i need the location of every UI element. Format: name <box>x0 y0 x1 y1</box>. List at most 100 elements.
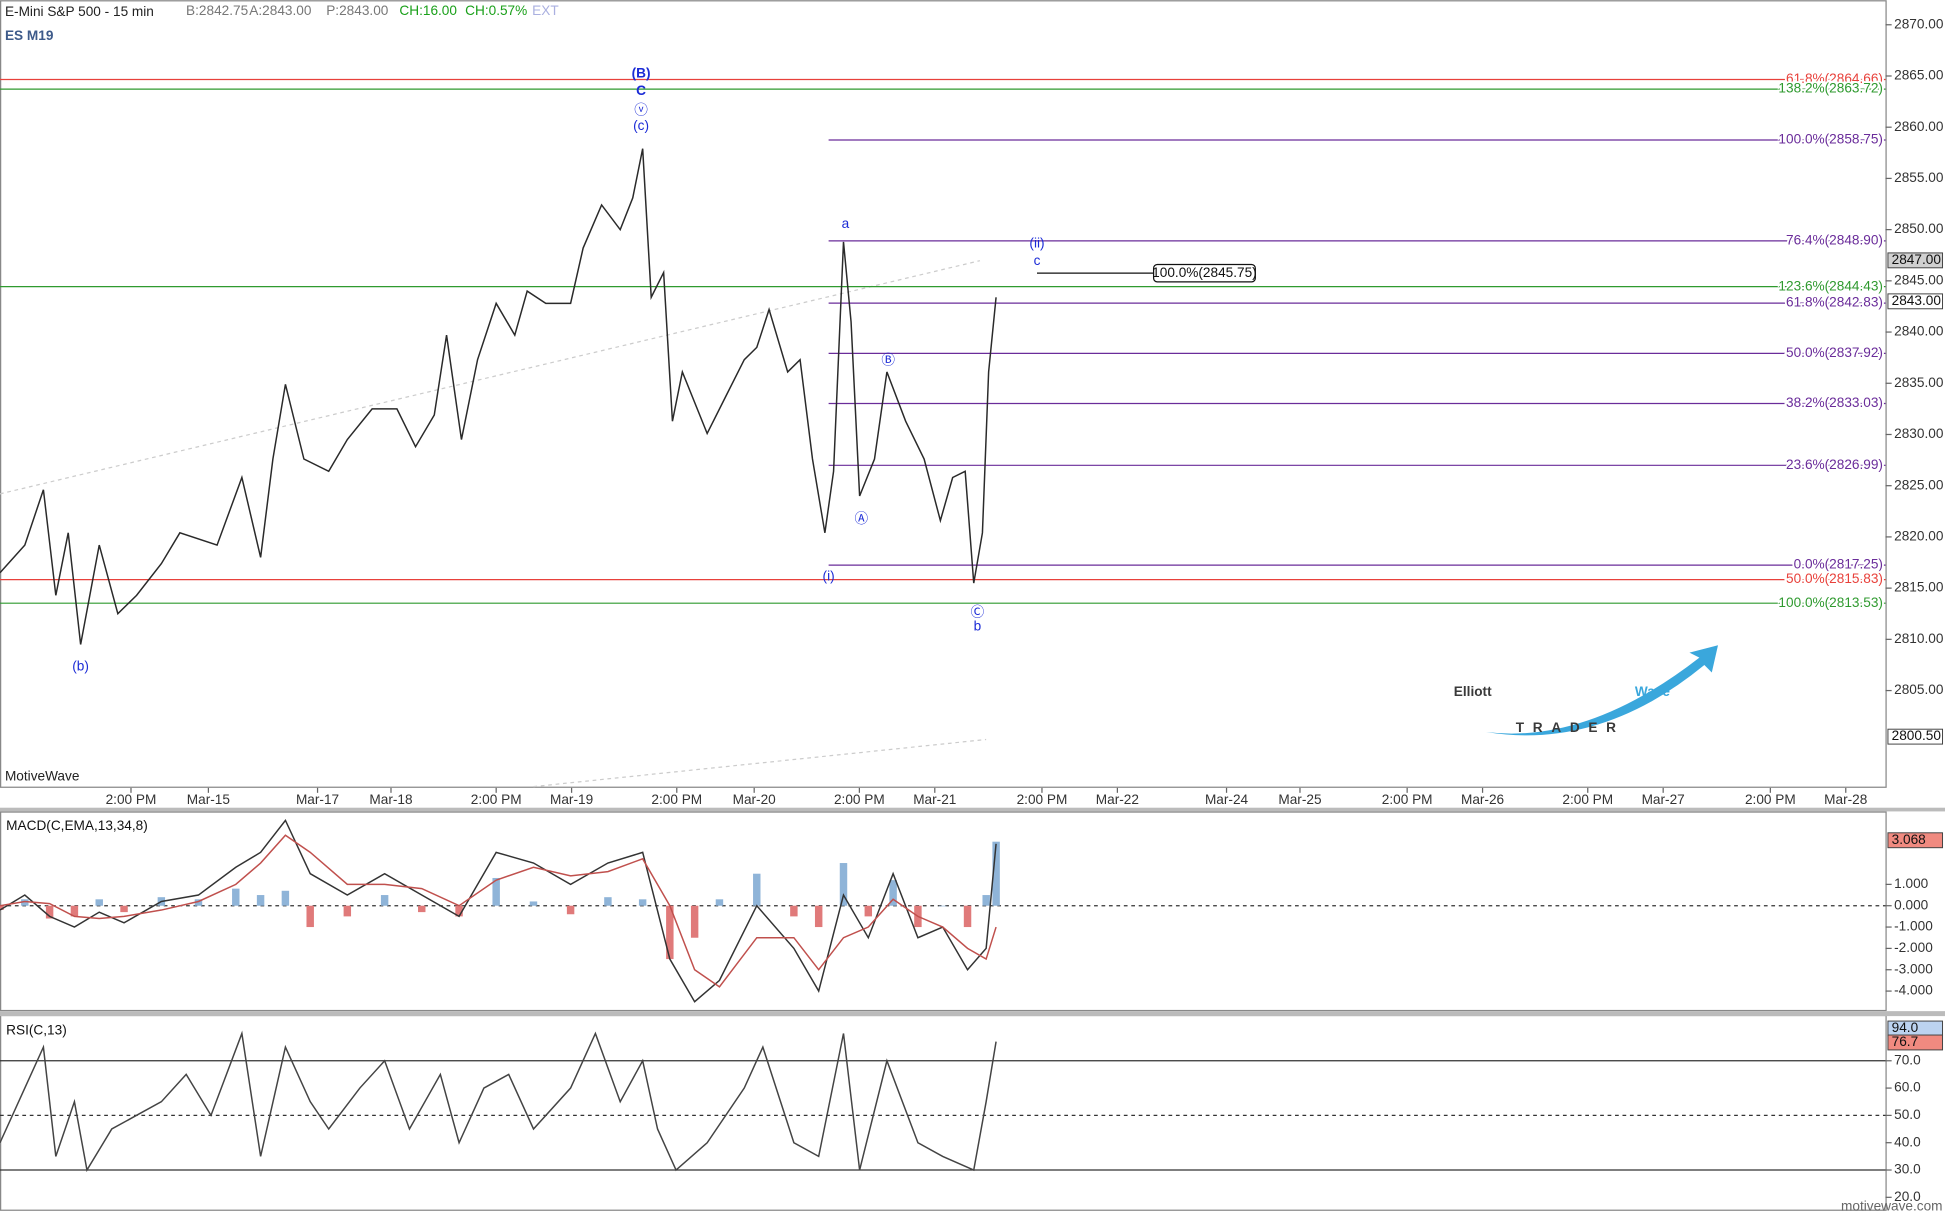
histogram-bar <box>566 905 575 915</box>
histogram-bar <box>790 905 798 917</box>
wave-label: C <box>636 83 646 98</box>
x-tick-label: Mar-15 <box>187 792 230 807</box>
footer: motivewave.com <box>1841 1199 1942 1214</box>
y-tick-label: 2825.00 <box>1894 477 1944 492</box>
histogram-bar <box>21 899 29 906</box>
fib-label: 0.0%(2817.25) <box>1794 557 1883 572</box>
histogram-bar <box>715 899 724 906</box>
y-tick-label: 2865.00 <box>1894 68 1944 83</box>
histogram-bar <box>418 905 426 913</box>
wave-label: c <box>1034 253 1041 268</box>
x-tick-label: Mar-19 <box>550 792 593 807</box>
price-tag-label: 2843.00 <box>1892 293 1942 308</box>
x-tick-label: 2:00 PM <box>651 792 702 807</box>
histogram-bar <box>753 873 761 906</box>
histogram-bar <box>194 899 203 906</box>
price-tag <box>1887 832 1944 849</box>
fib-label: 38.2%(2833.03) <box>1786 395 1883 410</box>
histogram-bar <box>839 863 848 906</box>
wave-label: (ii) <box>1029 236 1044 251</box>
y-tick-label: -2.000 <box>1894 940 1933 955</box>
price-tag <box>1887 1034 1944 1051</box>
y-tick-label: 30.0 <box>1894 1162 1921 1177</box>
price-tag-label: 2800.50 <box>1892 728 1942 743</box>
fib-label: 61.8%(2842.83) <box>1786 295 1883 310</box>
macd-panel-border <box>0 811 1887 1012</box>
histogram-bar <box>864 905 873 917</box>
price-tag <box>1887 252 1944 269</box>
wave-label: Ⓑ <box>881 352 895 367</box>
histogram-bar <box>963 905 972 928</box>
series-line <box>0 834 997 988</box>
histogram-bar <box>814 905 823 928</box>
wave-label: (b) <box>72 659 89 674</box>
y-tick-label: -1.000 <box>1894 919 1933 934</box>
histogram-bar <box>70 905 79 917</box>
x-tick-label: 2:00 PM <box>106 792 157 807</box>
histogram-bar <box>939 905 947 907</box>
series-line <box>0 818 997 1003</box>
wave-label: (c) <box>633 118 649 133</box>
ask: A:2843.00 <box>249 3 312 18</box>
panel-separator <box>0 807 1945 812</box>
fib-label: 100.0%(2858.75) <box>1778 132 1883 147</box>
session: EXT <box>532 3 559 18</box>
histogram-bar <box>256 895 265 906</box>
change: CH:16.00 <box>399 3 457 18</box>
y-tick-label: 20.0 <box>1894 1189 1921 1204</box>
fib-label: 123.6%(2844.43) <box>1778 278 1883 293</box>
histogram-bar <box>690 905 699 938</box>
x-tick-label: 2:00 PM <box>1562 792 1613 807</box>
symbol: ES M19 <box>5 28 54 43</box>
y-tick-label: 2845.00 <box>1894 272 1944 287</box>
projection-label: 100.0%(2845.75) <box>1152 265 1257 280</box>
series-line <box>0 148 997 645</box>
histogram-bar <box>281 890 290 906</box>
y-tick-label: 70.0 <box>1894 1052 1921 1067</box>
x-tick-label: 2:00 PM <box>834 792 885 807</box>
price-tag-label: 76.7 <box>1892 1034 1919 1049</box>
bid: B:2842.75 <box>186 3 248 18</box>
y-tick-label: 2855.00 <box>1894 170 1944 185</box>
wave-label: Ⓒ <box>971 604 985 619</box>
histogram-bar <box>666 905 674 960</box>
histogram-bar <box>306 905 314 928</box>
watermark: MotiveWave <box>5 768 79 783</box>
y-tick-label: -4.000 <box>1894 983 1933 998</box>
y-tick-label: 50.0 <box>1894 1107 1921 1122</box>
projection-box <box>1152 263 1256 283</box>
fib-label: 50.0%(2837.92) <box>1786 345 1883 360</box>
wave-label: Ⓐ <box>855 511 869 526</box>
x-tick-label: Mar-24 <box>1205 792 1249 807</box>
histogram-bar <box>120 905 128 913</box>
x-tick-label: Mar-28 <box>1824 792 1867 807</box>
histogram-bar <box>889 880 897 906</box>
panel-title: MACD(C,EMA,13,34,8) <box>6 818 148 833</box>
histogram-bar <box>380 895 389 906</box>
logo-elliott: Elliott <box>1454 684 1492 699</box>
wave-label: b <box>974 619 982 634</box>
fib-label: 138.2%(2863.72) <box>1778 81 1883 96</box>
histogram-bar <box>0 905 4 910</box>
panel-separator <box>0 1011 1945 1017</box>
histogram-bar <box>492 877 500 906</box>
price-tag <box>1887 293 1944 310</box>
instrument: E-Mini S&P 500 - 15 min <box>5 4 154 19</box>
y-tick-label: 2810.00 <box>1894 631 1944 646</box>
y-tick-label: 0.000 <box>1894 897 1929 912</box>
x-tick-label: 2:00 PM <box>1382 792 1433 807</box>
histogram-bar <box>992 841 1000 906</box>
histogram-bar <box>529 901 538 906</box>
histogram-bar <box>604 897 612 906</box>
histogram-bar <box>455 905 463 917</box>
price-tag-label: 94.0 <box>1892 1020 1919 1035</box>
x-tick-label: 2:00 PM <box>1017 792 1068 807</box>
last-price: P:2843.00 <box>326 3 389 18</box>
y-tick-label: 1.000 <box>1894 876 1929 891</box>
y-tick-label: 2860.00 <box>1894 119 1944 134</box>
y-tick-label: -3.000 <box>1894 961 1933 976</box>
header: E-Mini S&P 500 - 15 min B:2842.75 A:2843… <box>5 3 559 783</box>
price-tag-label: 2847.00 <box>1892 252 1942 267</box>
fib-label: 76.4%(2848.90) <box>1786 233 1883 248</box>
